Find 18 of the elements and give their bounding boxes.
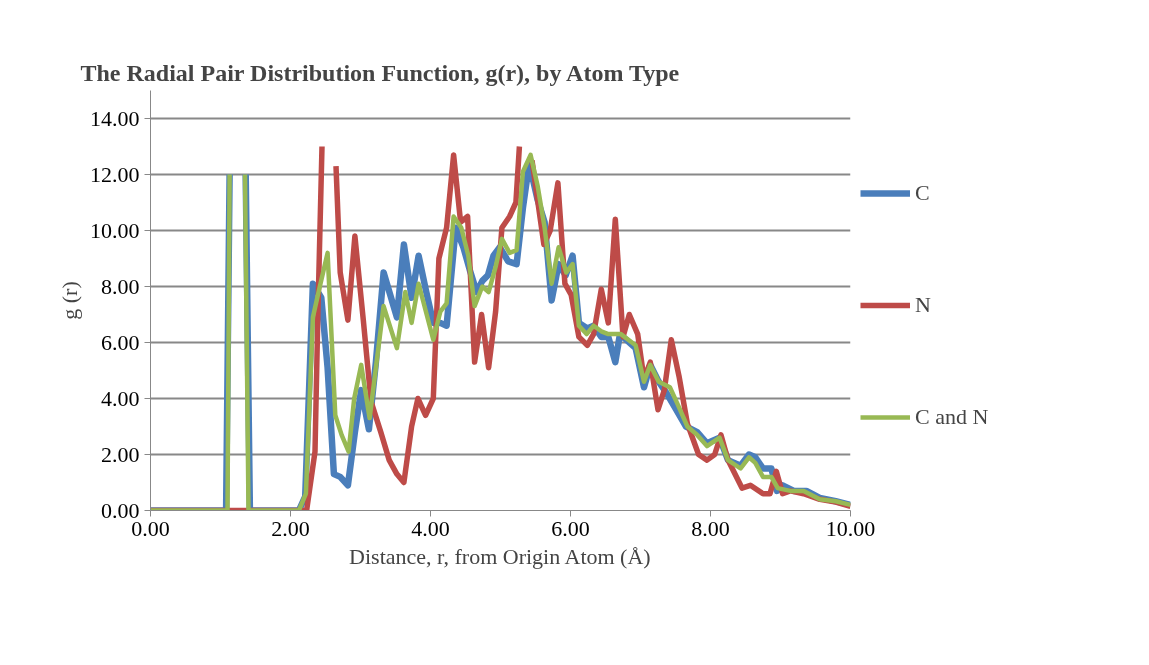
x-tick-label: 4.00 <box>411 515 450 541</box>
x-axis-title: Distance, r, from Origin Atom (Å) <box>349 543 651 569</box>
x-tick-label: 8.00 <box>691 515 730 541</box>
legend-label: N <box>915 292 932 318</box>
y-tick-label: 4.00 <box>101 385 140 411</box>
x-tick-label: 2.00 <box>271 515 310 541</box>
chart-title: The Radial Pair Distribution Function, g(r), by Atom Type <box>80 59 680 86</box>
y-tick-label: 8.00 <box>101 273 140 299</box>
y-tick-label: 10.00 <box>90 217 140 243</box>
y-tick-label: 14.00 <box>90 105 140 131</box>
y-tick-label: 12.00 <box>90 161 140 187</box>
y-tick-label: 6.00 <box>101 329 140 355</box>
x-tick-label: 10.00 <box>825 515 876 541</box>
y-tick-label: 2.00 <box>101 441 140 467</box>
x-tick-label: 6.00 <box>551 515 590 541</box>
legend-label: C <box>915 180 931 206</box>
legend-label: C and N <box>915 404 989 430</box>
y-axis-title: g (r) <box>57 281 82 320</box>
